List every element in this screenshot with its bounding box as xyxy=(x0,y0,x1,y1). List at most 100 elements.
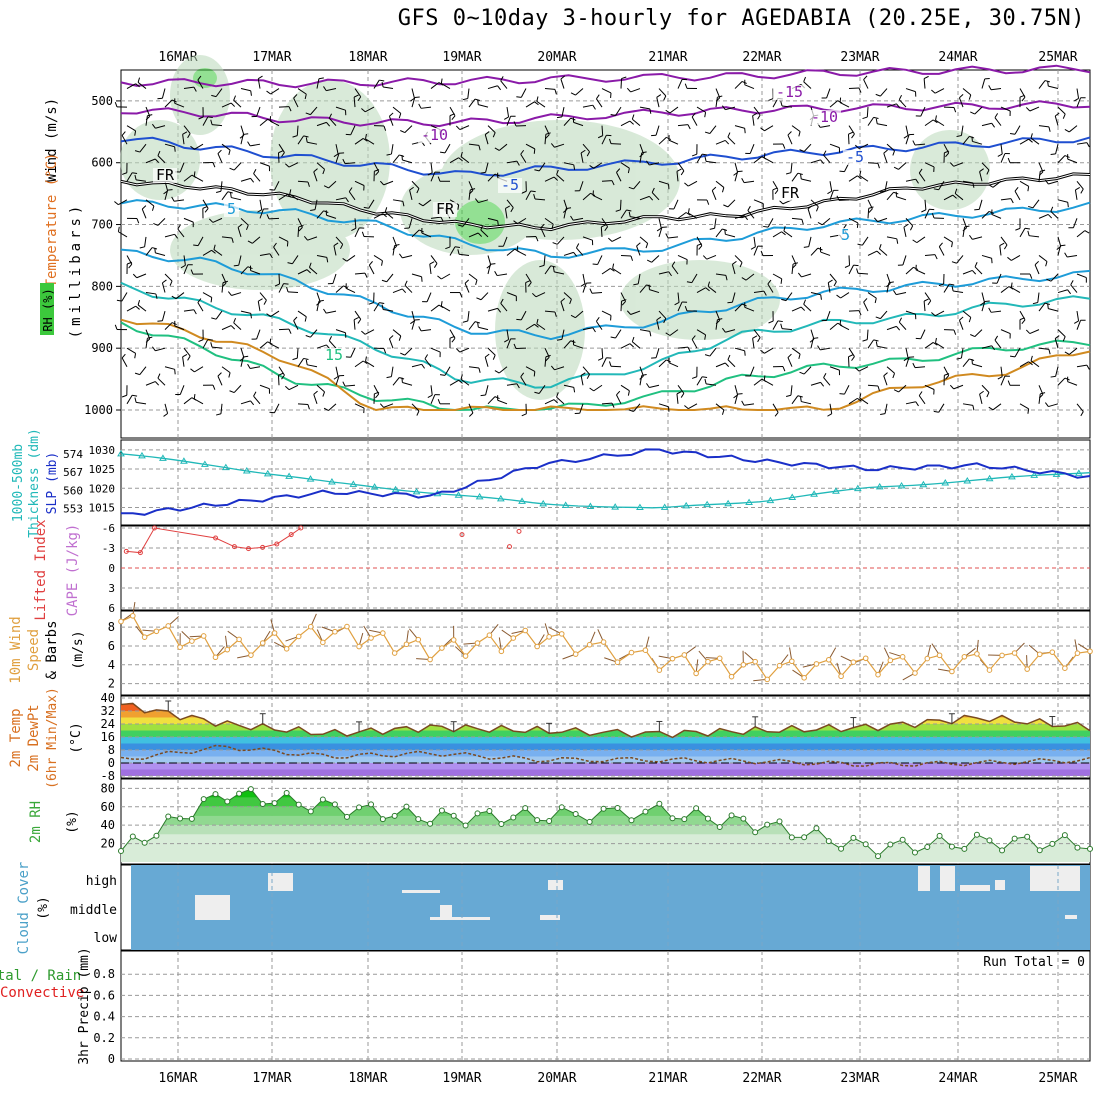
barb-flag xyxy=(285,163,290,168)
rh-marker-0 xyxy=(118,847,124,854)
wind-marker-42 xyxy=(628,649,635,656)
barb-flag xyxy=(646,160,650,166)
barb xyxy=(924,162,935,168)
barb-flag xyxy=(535,236,539,242)
barb-flag xyxy=(952,194,957,199)
barb xyxy=(934,310,945,317)
barb xyxy=(525,273,532,283)
barb-flag xyxy=(704,378,707,384)
barb-flag xyxy=(774,412,779,417)
ylabel-wind: Wind (m/s) xyxy=(44,98,60,182)
barb xyxy=(582,236,593,241)
barb xyxy=(668,362,679,368)
barb-flag xyxy=(304,316,307,322)
barb-flag xyxy=(328,336,333,341)
barb xyxy=(273,246,280,256)
barb-flag xyxy=(136,218,140,224)
barb xyxy=(639,366,644,377)
barb xyxy=(388,116,394,126)
barb xyxy=(734,171,739,182)
barb-flag xyxy=(686,281,692,284)
barb xyxy=(639,329,650,332)
thickness-marker-72 xyxy=(897,481,906,489)
barb-flag xyxy=(258,298,263,302)
rh-marker-18 xyxy=(331,801,338,808)
wind-marker-61 xyxy=(862,655,869,662)
barb xyxy=(259,199,263,210)
barb-flag xyxy=(741,178,745,183)
barb xyxy=(791,264,794,275)
barb xyxy=(918,172,926,182)
barb xyxy=(430,82,440,89)
barb-flag xyxy=(345,197,349,203)
barb xyxy=(753,290,764,294)
barb xyxy=(994,339,1002,349)
barb xyxy=(444,366,451,376)
barb-flag xyxy=(484,353,490,358)
cape-ytick-0: -6 xyxy=(102,522,115,535)
barb xyxy=(658,271,669,275)
date-bottom-5: 21MAR xyxy=(648,1071,687,1086)
barb xyxy=(1032,199,1040,209)
temp-contour-7 xyxy=(120,318,1091,412)
barb-flag xyxy=(892,150,896,156)
rh-marker-41 xyxy=(614,804,621,811)
barb xyxy=(1011,255,1021,261)
wind-marker-75 xyxy=(1036,651,1043,658)
freezing-level-inner xyxy=(120,173,1091,231)
barb xyxy=(464,283,470,293)
barb xyxy=(444,143,451,154)
rh-marker-71 xyxy=(986,837,993,844)
barb-flag xyxy=(651,187,655,193)
barb xyxy=(278,328,290,331)
barb xyxy=(582,366,590,375)
barb-flag xyxy=(253,391,257,397)
barb-flag xyxy=(1034,260,1040,266)
barb-flag xyxy=(553,399,559,404)
barb xyxy=(278,106,290,108)
date-top-7: 23MAR xyxy=(840,50,879,65)
barb-flag xyxy=(117,226,120,232)
barb xyxy=(715,139,726,145)
rh-marker-20 xyxy=(356,804,363,811)
barb xyxy=(402,159,413,164)
barb xyxy=(938,181,945,191)
barb-flag xyxy=(945,375,950,380)
barb xyxy=(1055,366,1059,377)
barb-flag xyxy=(1044,402,1049,407)
barb-flag xyxy=(611,180,615,186)
barb-flag xyxy=(988,184,994,188)
barb xyxy=(822,217,831,226)
barb-flag xyxy=(147,336,153,339)
barb-flag xyxy=(328,113,333,119)
barb-flag xyxy=(263,299,267,305)
barb xyxy=(487,85,498,90)
barb xyxy=(734,81,743,89)
date-bottom-9: 25MAR xyxy=(1038,1071,1077,1086)
barb-flag xyxy=(918,391,923,396)
barb xyxy=(803,143,812,152)
barb-flag xyxy=(877,385,880,391)
barb xyxy=(981,345,992,349)
barb xyxy=(981,122,992,127)
barb-flag xyxy=(137,77,141,83)
barb-flag xyxy=(997,376,1003,380)
barb-flag xyxy=(702,153,708,156)
barb-flag xyxy=(520,149,525,155)
barb xyxy=(839,102,850,108)
barb-flag xyxy=(368,261,373,266)
barb xyxy=(335,236,344,245)
barb xyxy=(316,254,327,258)
li-marker-4 xyxy=(231,544,237,550)
wind-marker-1 xyxy=(130,613,136,619)
barb-flag xyxy=(671,261,676,267)
barb xyxy=(791,306,802,312)
barb xyxy=(221,366,231,374)
barb-flag xyxy=(229,390,235,394)
barb xyxy=(118,231,128,238)
barb xyxy=(633,403,641,412)
barb xyxy=(934,88,945,94)
barb-flag xyxy=(880,190,886,193)
barb-flag xyxy=(534,391,540,394)
barb xyxy=(544,217,554,225)
